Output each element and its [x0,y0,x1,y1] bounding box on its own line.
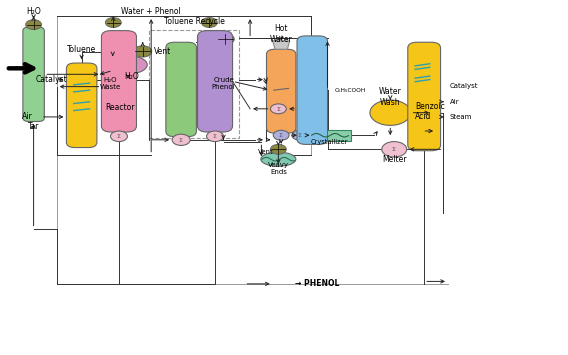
Text: $\Sigma$: $\Sigma$ [278,131,284,139]
Circle shape [106,18,121,27]
Ellipse shape [109,56,147,74]
Circle shape [370,100,411,125]
Circle shape [270,104,286,114]
FancyBboxPatch shape [408,42,441,151]
Text: Crystallizer: Crystallizer [311,139,349,145]
Text: → PHENOL: → PHENOL [295,279,340,288]
Text: Steam: Steam [450,114,472,120]
Text: Water
Wash: Water Wash [379,87,402,107]
Circle shape [26,20,41,29]
FancyBboxPatch shape [166,42,197,137]
Text: Catalyst: Catalyst [450,83,478,89]
Text: $\Sigma$: $\Sigma$ [275,105,281,113]
Text: Toluene Recycle: Toluene Recycle [164,17,224,26]
Text: Vent: Vent [258,149,274,155]
Text: Catalyst: Catalyst [35,75,67,84]
Circle shape [216,33,234,45]
FancyBboxPatch shape [102,31,136,132]
Circle shape [382,142,407,157]
Circle shape [273,130,289,140]
FancyBboxPatch shape [198,31,232,132]
Text: C₆H₅COOH: C₆H₅COOH [335,88,366,93]
Text: Toluene: Toluene [67,45,96,55]
Text: Hot
Water: Hot Water [270,24,293,44]
Circle shape [133,46,152,57]
Circle shape [270,144,286,154]
FancyBboxPatch shape [310,130,350,141]
Text: Air: Air [22,113,33,121]
Circle shape [202,18,218,27]
Text: $\Sigma$: $\Sigma$ [212,132,218,140]
Text: H₂O: H₂O [26,7,41,16]
Text: $\Sigma$: $\Sigma$ [116,132,122,140]
Ellipse shape [261,152,296,166]
FancyBboxPatch shape [297,36,328,144]
Circle shape [111,131,127,142]
Text: H₂O
Waste: H₂O Waste [99,77,120,89]
Text: Veavy
Ends: Veavy Ends [268,162,289,175]
Circle shape [207,131,224,142]
Circle shape [292,130,308,140]
Text: Water + Phenol: Water + Phenol [122,7,181,16]
Text: $\Sigma$: $\Sigma$ [297,131,303,139]
FancyBboxPatch shape [266,49,296,133]
Text: $\Sigma$: $\Sigma$ [391,145,397,153]
Text: Crude
Phenol: Crude Phenol [212,77,235,89]
Text: Vent: Vent [154,47,171,56]
Text: $\Sigma$: $\Sigma$ [178,136,184,144]
Text: H₂O: H₂O [124,72,139,81]
Circle shape [172,134,190,146]
Text: Air: Air [450,99,460,105]
Text: Tar: Tar [28,121,39,131]
FancyBboxPatch shape [66,63,97,148]
Text: Benzoic
Acid: Benzoic Acid [415,102,445,121]
Polygon shape [273,41,290,49]
Text: Reactor: Reactor [105,103,134,111]
FancyBboxPatch shape [23,27,44,121]
Text: Melter: Melter [382,155,407,164]
